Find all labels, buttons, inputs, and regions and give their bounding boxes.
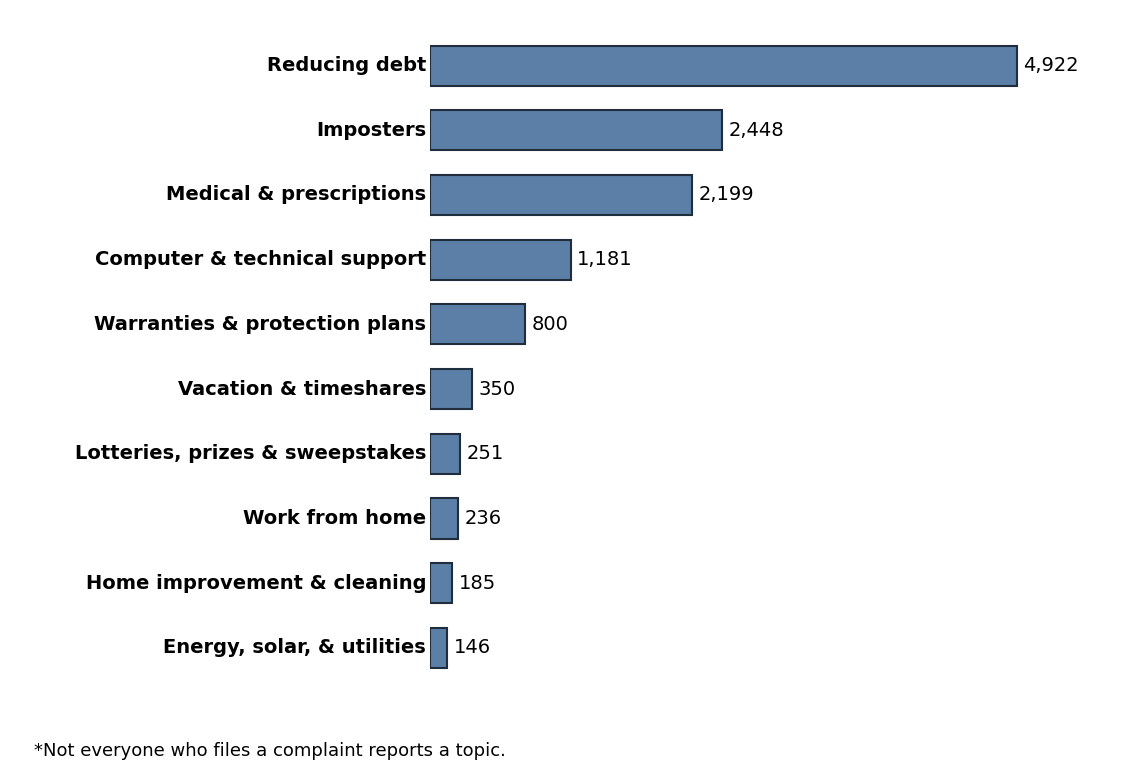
Text: 251: 251 [466, 445, 503, 463]
Text: 1,181: 1,181 [577, 250, 633, 269]
Text: Vacation & timeshares: Vacation & timeshares [178, 379, 426, 398]
Text: Lotteries, prizes & sweepstakes: Lotteries, prizes & sweepstakes [75, 445, 426, 463]
Text: 2,199: 2,199 [699, 186, 754, 205]
Text: *Not everyone who files a complaint reports a topic.: *Not everyone who files a complaint repo… [34, 742, 506, 760]
Text: 146: 146 [454, 638, 491, 657]
Bar [430, 628, 447, 668]
Bar [430, 369, 472, 409]
Text: 2,448: 2,448 [728, 121, 784, 140]
Bar [430, 434, 459, 474]
Bar [430, 240, 571, 280]
Bar [430, 563, 452, 603]
Text: 4,922: 4,922 [1024, 56, 1079, 75]
Text: Medical & prescriptions: Medical & prescriptions [166, 186, 426, 205]
Text: Energy, solar, & utilities: Energy, solar, & utilities [164, 638, 426, 657]
Text: Home improvement & cleaning: Home improvement & cleaning [86, 574, 426, 593]
Bar [430, 45, 1017, 85]
Text: 350: 350 [478, 379, 516, 398]
Text: Imposters: Imposters [316, 121, 426, 140]
Text: Work from home: Work from home [243, 509, 426, 528]
Text: Warranties & protection plans: Warranties & protection plans [94, 315, 426, 334]
Text: Reducing debt: Reducing debt [267, 56, 426, 75]
Bar [430, 111, 722, 151]
Bar [430, 175, 692, 215]
Bar [430, 304, 525, 344]
Text: 800: 800 [532, 315, 569, 334]
Text: 236: 236 [465, 509, 502, 528]
Text: 185: 185 [458, 574, 495, 593]
Bar [430, 499, 458, 539]
Text: Computer & technical support: Computer & technical support [95, 250, 426, 269]
